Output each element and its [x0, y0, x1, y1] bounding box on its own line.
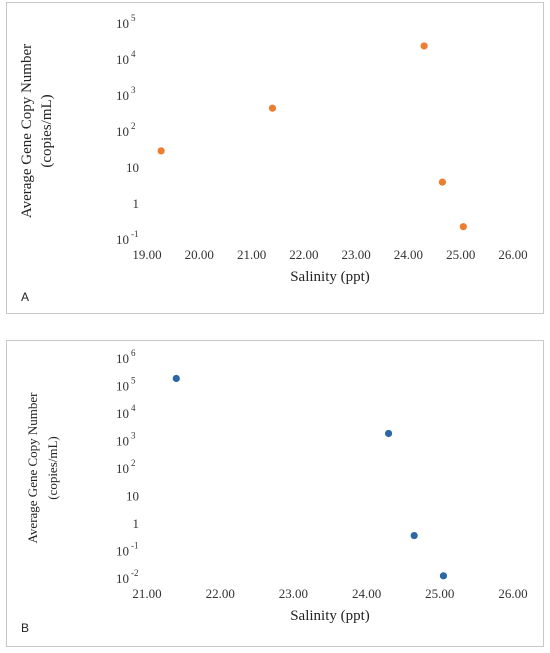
y-tick-label: 10 -1: [116, 541, 139, 559]
y-tick-exponent: 3: [131, 431, 136, 441]
chart-panel-a: 10 -1 1 10 10 2 10 3 10 4 10 5 19.00 20.00 21.00 22.00 2…: [6, 2, 544, 314]
x-tick-label: 23.00: [342, 247, 371, 262]
y-tick-label: 10: [126, 489, 139, 504]
y-tick-base: 10: [116, 351, 129, 366]
x-axis-title: Salinity (ppt): [290, 608, 370, 624]
x-tick-label: 20.00: [185, 247, 214, 262]
data-point-a-5: [459, 223, 467, 231]
y-tick-exponent: 4: [131, 49, 136, 59]
y-tick-base: 10: [116, 232, 129, 247]
y-tick-base: 10: [116, 461, 129, 476]
panel-label-a: A: [21, 290, 30, 304]
y-tick-exponent: 2: [131, 458, 136, 468]
y-tick-base: 10: [116, 52, 129, 67]
y-tick-label: 10 4: [116, 49, 136, 67]
chart-panel-b: 10 -2 10 -1 1 10 10 2 10 3 10 4 10 5 10 6 21.00 22.00 23.0…: [6, 340, 544, 647]
y-tick-label: 10 5: [116, 376, 136, 394]
y-tick-base: 10: [116, 544, 129, 559]
y-tick-label: 10 3: [116, 85, 136, 103]
y-axis-title-line1: Average Gene Copy Number: [25, 392, 40, 544]
y-tick-exponent: 3: [131, 85, 136, 95]
x-tick-label: 21.00: [237, 247, 266, 262]
y-tick-exponent: -2: [131, 568, 139, 578]
x-tick-label: 23.00: [279, 586, 308, 601]
y-tick-label: 10 2: [116, 121, 136, 139]
y-tick-base: 1: [133, 516, 140, 531]
y-tick-exponent: 4: [131, 403, 136, 413]
data-point-a-1: [157, 147, 165, 155]
y-axis-title-line2: (copies/mL): [45, 436, 60, 500]
data-point-b-1: [172, 374, 180, 383]
data-point-a-3: [420, 42, 428, 50]
y-axis-title-line2: (copies/mL): [39, 94, 55, 167]
y-tick-label: 10 5: [116, 13, 136, 31]
y-tick-exponent: 5: [131, 376, 136, 386]
x-tick-label: 25.00: [446, 247, 475, 262]
panel-label-b: B: [21, 621, 30, 635]
y-tick-base: 10: [116, 16, 129, 31]
y-tick-exponent: 2: [131, 121, 136, 131]
y-tick-base: 10: [116, 379, 129, 394]
y-axis-title-line1: Average Gene Copy Number: [19, 44, 35, 218]
y-tick-exponent: 6: [131, 348, 136, 358]
y-tick-base: 10: [116, 571, 129, 586]
y-tick-base: 10: [116, 124, 129, 139]
y-tick-label: 10 6: [116, 348, 136, 366]
x-tick-label: 26.00: [498, 247, 527, 262]
x-axis-title: Salinity (ppt): [290, 269, 370, 285]
y-tick-label: 10 2: [116, 458, 136, 476]
y-tick-label: 10 -1: [116, 229, 139, 247]
y-tick-label: 10 -2: [116, 568, 139, 586]
y-tick-base: 10: [126, 160, 139, 175]
y-tick-base: 10: [116, 434, 129, 449]
x-tick-label: 24.00: [352, 586, 381, 601]
y-tick-base: 1: [133, 196, 140, 211]
y-tick-exponent: -1: [131, 541, 139, 551]
y-tick-label: 10 3: [116, 431, 136, 449]
data-point-b-4: [439, 572, 448, 580]
y-tick-base: 10: [116, 406, 129, 421]
x-tick-label: 26.00: [498, 586, 527, 601]
x-tick-label: 22.00: [206, 586, 235, 601]
x-tick-label: 22.00: [289, 247, 318, 262]
y-tick-label: 1: [133, 516, 140, 531]
y-tick-base: 10: [126, 489, 139, 504]
y-tick-exponent: 5: [131, 13, 136, 23]
data-point-a-2: [268, 104, 277, 112]
data-point-b-2: [384, 429, 393, 438]
y-tick-label: 10 4: [116, 403, 136, 421]
x-tick-label: 25.00: [425, 586, 454, 601]
y-tick-exponent: -1: [131, 229, 139, 239]
y-tick-label: 1: [133, 196, 140, 211]
y-tick-base: 10: [116, 88, 129, 103]
x-tick-label: 24.00: [394, 247, 423, 262]
x-tick-label: 19.00: [132, 247, 161, 262]
data-point-b-3: [410, 531, 418, 540]
data-point-a-4: [438, 178, 447, 186]
x-tick-label: 21.00: [132, 586, 161, 601]
y-tick-label: 10: [126, 160, 139, 175]
